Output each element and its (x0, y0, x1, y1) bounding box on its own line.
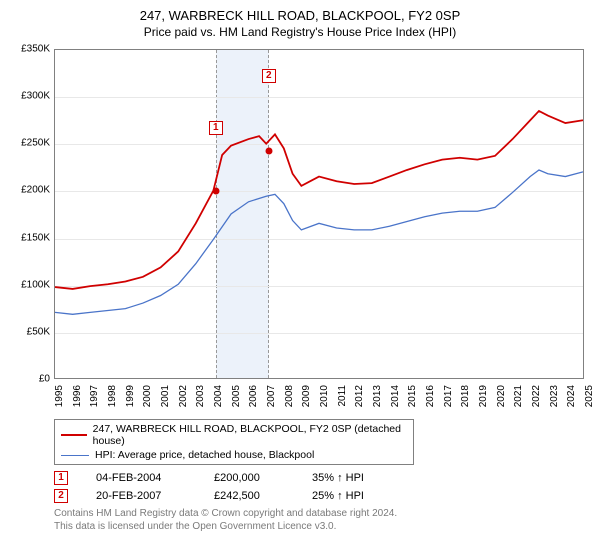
y-tick-label: £250K (21, 138, 50, 149)
x-tick-label: 2020 (496, 385, 507, 407)
y-tick-label: £50K (27, 326, 50, 337)
y-tick-label: £150K (21, 232, 50, 243)
x-tick-label: 2004 (213, 385, 224, 407)
x-tick-label: 2017 (443, 385, 454, 407)
sale-record-row: 1 04-FEB-2004 £200,000 35% ↑ HPI (54, 471, 590, 485)
sale-record-row: 2 20-FEB-2007 £242,500 25% ↑ HPI (54, 489, 590, 503)
x-tick-label: 2007 (266, 385, 277, 407)
sale-point (265, 148, 272, 155)
footer-line: Contains HM Land Registry data © Crown c… (54, 507, 590, 520)
sale-marker-label: 1 (209, 121, 223, 135)
x-tick-label: 2023 (549, 385, 560, 407)
x-tick-label: 2022 (531, 385, 542, 407)
y-tick-label: £300K (21, 91, 50, 102)
x-tick-label: 2014 (390, 385, 401, 407)
sale-point (212, 188, 219, 195)
x-tick-label: 1997 (89, 385, 100, 407)
x-tick-label: 2013 (372, 385, 383, 407)
legend-item: 247, WARBRECK HILL ROAD, BLACKPOOL, FY2 … (61, 422, 407, 448)
x-axis: 1995 1996 1997 1998 1999 2000 2001 2002 2003 2004… (54, 381, 584, 415)
x-tick-label: 2008 (284, 385, 295, 407)
series-hpi (55, 170, 583, 314)
x-tick-label: 2003 (195, 385, 206, 407)
y-tick-label: £0 (39, 374, 50, 385)
sale-records: 1 04-FEB-2004 £200,000 35% ↑ HPI 2 20-FEB-200… (54, 471, 590, 503)
x-tick-label: 2021 (513, 385, 524, 407)
x-tick-label: 2024 (566, 385, 577, 407)
legend-swatch (61, 455, 89, 456)
sale-marker-label: 2 (262, 69, 276, 83)
plot-area: 12 (54, 49, 584, 379)
x-tick-label: 1996 (72, 385, 83, 407)
y-tick-label: £200K (21, 185, 50, 196)
x-tick-label: 2011 (337, 385, 348, 407)
x-tick-label: 1995 (54, 385, 65, 407)
x-tick-label: 2009 (301, 385, 312, 407)
price-chart: £0£50K£100K£150K£200K£250K£300K£350K 12 … (10, 45, 590, 415)
x-tick-label: 2018 (460, 385, 471, 407)
sale-price: £200,000 (214, 472, 284, 484)
sale-date: 20-FEB-2007 (96, 490, 186, 502)
x-tick-label: 2006 (248, 385, 259, 407)
x-tick-label: 2025 (584, 385, 595, 407)
x-tick-label: 2010 (319, 385, 330, 407)
x-tick-label: 2005 (231, 385, 242, 407)
footer-line: This data is licensed under the Open Gov… (54, 520, 590, 533)
chart-lines (55, 50, 583, 378)
x-tick-label: 2002 (178, 385, 189, 407)
sale-date: 04-FEB-2004 (96, 472, 186, 484)
x-tick-label: 2000 (142, 385, 153, 407)
legend-item: HPI: Average price, detached house, Blac… (61, 448, 407, 462)
sale-price: £242,500 (214, 490, 284, 502)
legend-label: 247, WARBRECK HILL ROAD, BLACKPOOL, FY2 … (93, 423, 407, 447)
legend-swatch (61, 434, 87, 436)
x-tick-label: 2016 (425, 385, 436, 407)
legend-label: HPI: Average price, detached house, Blac… (95, 449, 314, 461)
x-tick-label: 2012 (354, 385, 365, 407)
x-tick-label: 2015 (407, 385, 418, 407)
sale-delta: 35% ↑ HPI (312, 472, 392, 484)
sale-marker-icon: 2 (54, 489, 68, 503)
x-tick-label: 2019 (478, 385, 489, 407)
chart-title: 247, WARBRECK HILL ROAD, BLACKPOOL, FY2 … (10, 8, 590, 23)
y-axis: £0£50K£100K£150K£200K£250K£300K£350K (10, 49, 52, 379)
y-tick-label: £350K (21, 44, 50, 55)
footer-attribution: Contains HM Land Registry data © Crown c… (54, 507, 590, 533)
x-tick-label: 1999 (125, 385, 136, 407)
y-tick-label: £100K (21, 279, 50, 290)
sale-delta: 25% ↑ HPI (312, 490, 392, 502)
chart-subtitle: Price paid vs. HM Land Registry's House … (10, 25, 590, 39)
chart-legend: 247, WARBRECK HILL ROAD, BLACKPOOL, FY2 … (54, 419, 414, 465)
x-tick-label: 2001 (160, 385, 171, 407)
x-tick-label: 1998 (107, 385, 118, 407)
chart-header: 247, WARBRECK HILL ROAD, BLACKPOOL, FY2 … (10, 8, 590, 39)
sale-marker-icon: 1 (54, 471, 68, 485)
